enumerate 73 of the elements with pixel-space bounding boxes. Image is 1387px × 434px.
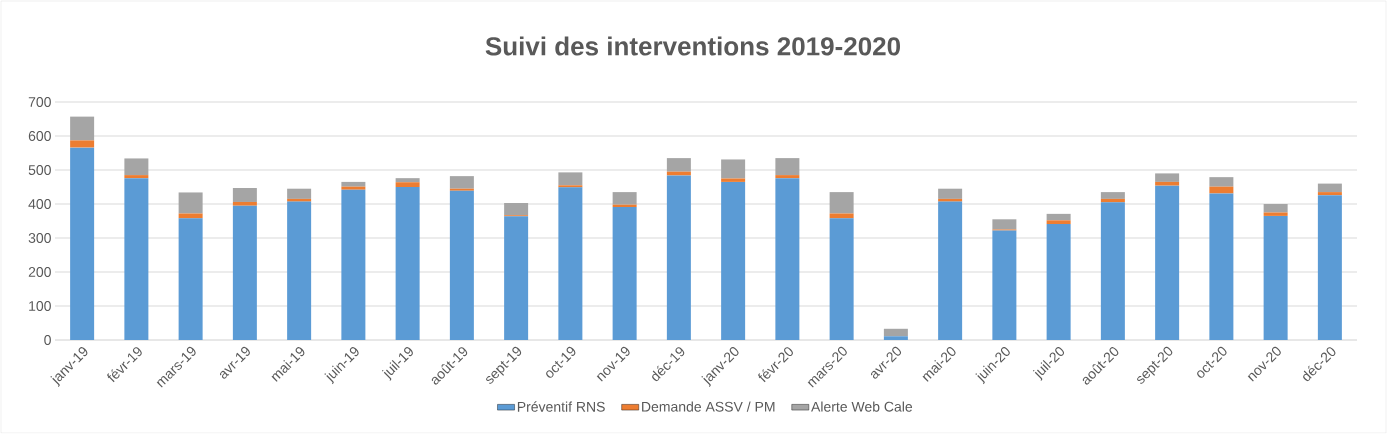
- y-tick-label: 400: [28, 199, 51, 209]
- bar: [775, 158, 800, 176]
- y-tick-label: 100: [29, 301, 51, 311]
- bar: [721, 159, 746, 179]
- bar: [287, 198, 312, 202]
- y-tick-label: 600: [28, 131, 51, 141]
- bar: [287, 188, 312, 199]
- bar: [124, 175, 149, 179]
- bar: [232, 205, 257, 340]
- bar: [287, 201, 312, 340]
- bar: [558, 172, 583, 186]
- bar: [395, 178, 420, 183]
- bar: [612, 192, 637, 205]
- bar: [449, 176, 474, 189]
- bar: [178, 192, 203, 214]
- bar: [775, 175, 800, 179]
- legend-label: Préventif RNS: [517, 401, 605, 412]
- bar: [1317, 183, 1342, 193]
- bar: [1046, 213, 1071, 221]
- bar: [1155, 173, 1180, 182]
- bar: [883, 336, 908, 340]
- bar: [883, 328, 908, 337]
- bar: [1209, 177, 1234, 187]
- bar: [504, 202, 529, 216]
- bar: [1046, 224, 1071, 340]
- bar: [775, 178, 800, 340]
- bar: [70, 147, 95, 340]
- bar: [938, 198, 963, 202]
- y-tick-label: 300: [28, 233, 51, 243]
- bar: [992, 230, 1017, 340]
- bar: [1100, 192, 1125, 199]
- bar: [1155, 185, 1180, 340]
- bar: [1100, 202, 1125, 340]
- bar: [938, 201, 963, 340]
- chart-title: Suivi des interventions 2019-2020: [485, 36, 900, 56]
- bar: [1317, 192, 1342, 196]
- bar: [341, 186, 366, 190]
- y-tick-label: 500: [28, 165, 51, 175]
- bar: [1317, 195, 1342, 340]
- bar: [666, 158, 691, 172]
- bar: [612, 207, 637, 340]
- bar: [341, 189, 366, 340]
- legend-label: Demande ASSV / PM: [642, 401, 775, 412]
- bar: [1046, 220, 1071, 225]
- bar: [558, 185, 583, 188]
- y-tick-label: 700: [28, 97, 51, 107]
- y-tick-label: 0: [44, 335, 51, 345]
- bar: [70, 140, 95, 148]
- bar: [449, 188, 474, 191]
- legend-label: Alerte Web Cale: [811, 401, 913, 412]
- bar: [992, 219, 1017, 230]
- bar: [558, 187, 583, 340]
- bar: [721, 181, 746, 340]
- bar: [1209, 193, 1234, 340]
- bar: [938, 188, 963, 199]
- bar: [395, 187, 420, 340]
- bar: [395, 182, 420, 187]
- bar: [124, 158, 149, 176]
- bar: [178, 218, 203, 340]
- bar: [1263, 215, 1288, 340]
- bar: [341, 181, 366, 187]
- bar: [1155, 181, 1180, 186]
- bar: [232, 201, 257, 206]
- bar: [70, 116, 95, 141]
- bar: [1263, 204, 1288, 213]
- bar: [666, 175, 691, 340]
- bar: [232, 188, 257, 202]
- bar: [829, 218, 854, 340]
- bar: [504, 216, 529, 340]
- y-tick-label: 200: [28, 267, 51, 277]
- bar: [449, 190, 474, 340]
- bar: [829, 192, 854, 214]
- bar: [124, 178, 149, 340]
